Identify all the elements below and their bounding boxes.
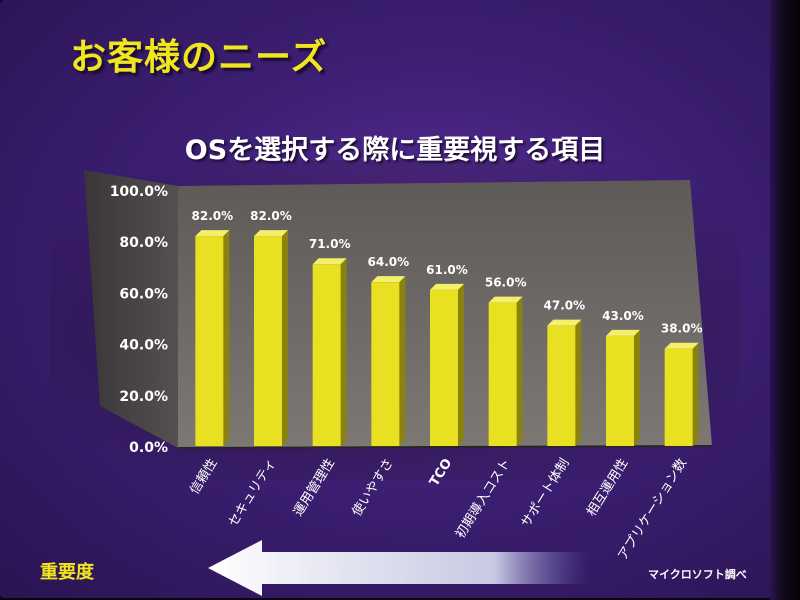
bar-side (340, 258, 347, 446)
bar (312, 264, 341, 446)
bar-top (254, 230, 288, 237)
bar-side (692, 342, 699, 446)
slide-title: お客様のニーズ (70, 37, 328, 78)
data-label: 56.0% (485, 276, 527, 290)
bar-side (223, 230, 230, 446)
bar (547, 325, 576, 446)
bar-side (575, 319, 582, 446)
y-tick-label: 100.0% (110, 184, 168, 200)
bar (254, 236, 282, 446)
bar-top (430, 283, 464, 290)
bar-side (634, 329, 640, 446)
data-label: 64.0% (368, 255, 410, 269)
bar-top (195, 230, 230, 237)
data-label: 71.0% (309, 237, 351, 251)
bar-top (488, 296, 523, 303)
y-tick-label: 20.0% (119, 389, 168, 405)
bar (488, 302, 517, 446)
projector-screen-edge (770, 0, 800, 600)
y-tick-label: 0.0% (129, 440, 168, 456)
bar-side (282, 230, 288, 446)
bar-side (516, 296, 523, 446)
data-label: 47.0% (544, 299, 586, 313)
source-note: マイクロソフト調べ (648, 568, 747, 581)
data-label: 61.0% (426, 263, 468, 277)
bar (195, 236, 224, 446)
bar-side (399, 276, 406, 446)
bar-top (547, 319, 582, 326)
bar (371, 282, 400, 446)
importance-label: 重要度 (40, 562, 94, 583)
y-tick-label: 60.0% (119, 286, 168, 302)
bar (664, 348, 693, 446)
y-tick-label: 40.0% (119, 338, 168, 354)
bar-side (458, 283, 464, 446)
data-label: 82.0% (250, 209, 292, 223)
bar-top (371, 276, 406, 283)
bar (606, 335, 634, 446)
plot-side-wall (84, 170, 178, 448)
data-label: 82.0% (192, 209, 234, 223)
bar (430, 289, 458, 446)
bar-top (664, 342, 699, 349)
y-tick-label: 80.0% (119, 235, 168, 251)
bar-top (312, 258, 347, 265)
data-label: 38.0% (661, 322, 703, 336)
data-label: 43.0% (602, 309, 644, 323)
bar-top (606, 329, 640, 336)
x-axis-line (177, 445, 713, 449)
